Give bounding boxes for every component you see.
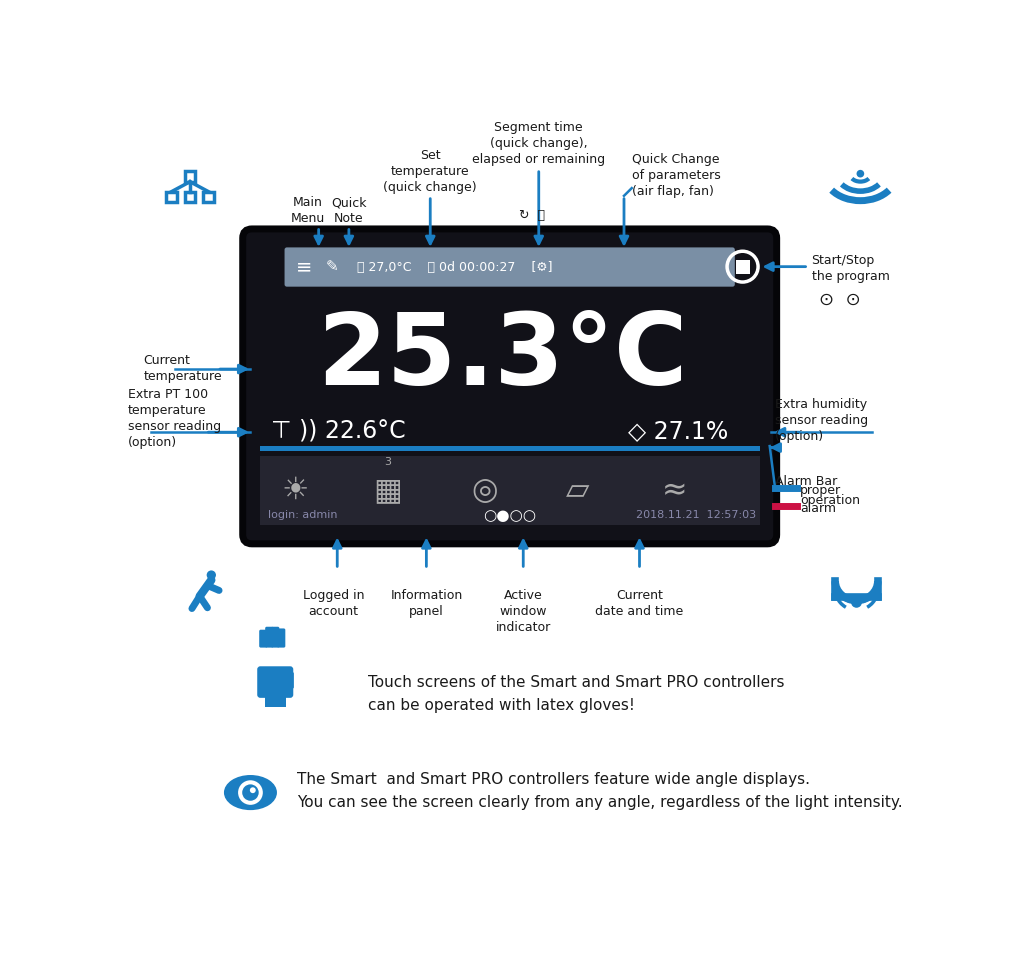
Circle shape (239, 780, 263, 805)
FancyBboxPatch shape (259, 629, 267, 648)
Text: ✎: ✎ (326, 260, 338, 275)
Text: The Smart  and Smart PRO controllers feature wide angle displays.
You can see th: The Smart and Smart PRO controllers feat… (297, 772, 902, 810)
FancyBboxPatch shape (243, 229, 776, 544)
Text: Information
panel: Information panel (390, 588, 463, 618)
Text: Alarm Bar: Alarm Bar (775, 475, 838, 489)
Text: login: admin: login: admin (267, 511, 337, 520)
Text: 25.3°C: 25.3°C (316, 309, 687, 406)
Text: alarm: alarm (800, 501, 836, 514)
Bar (184, 171, 196, 182)
Text: Segment time
(quick change),
elapsed or remaining: Segment time (quick change), elapsed or … (472, 121, 605, 166)
Text: 2018.11.21  12:57:03: 2018.11.21 12:57:03 (636, 511, 756, 520)
Text: Quick Change
of parameters
(air flap, fan): Quick Change of parameters (air flap, fa… (632, 153, 721, 198)
Circle shape (250, 787, 256, 793)
Bar (184, 192, 196, 202)
Text: ◎: ◎ (471, 476, 498, 505)
Text: ○●○○: ○●○○ (483, 508, 537, 523)
FancyBboxPatch shape (278, 628, 286, 648)
FancyBboxPatch shape (271, 627, 280, 648)
Text: Set
temperature
(quick change): Set temperature (quick change) (383, 149, 477, 194)
Text: ▦: ▦ (373, 476, 402, 505)
Bar (260, 456, 760, 525)
Text: 🌡 27,0°C    🕐 0d 00:00:27    [⚙]: 🌡 27,0°C 🕐 0d 00:00:27 [⚙] (356, 261, 552, 274)
Circle shape (851, 597, 862, 607)
Text: operation: operation (800, 493, 860, 507)
Text: Touch screens of the Smart and Smart PRO controllers
can be operated with latex : Touch screens of the Smart and Smart PRO… (369, 675, 784, 713)
Bar (204, 192, 214, 202)
Text: Logged in
account: Logged in account (303, 588, 365, 618)
Text: proper: proper (800, 484, 841, 497)
Text: 3: 3 (384, 457, 391, 468)
Bar (735, 260, 750, 274)
Text: ⊤ )) 22.6°C: ⊤ )) 22.6°C (271, 419, 406, 443)
Text: Current
date and time: Current date and time (595, 588, 684, 618)
Text: ⊙  ⊙: ⊙ ⊙ (819, 291, 861, 308)
Text: ☀: ☀ (281, 476, 308, 505)
FancyBboxPatch shape (286, 673, 294, 689)
Text: ◇ 27.1%: ◇ 27.1% (629, 419, 729, 443)
Text: Extra PT 100
temperature
sensor reading
(option): Extra PT 100 temperature sensor reading … (128, 388, 221, 449)
Bar (264, 693, 286, 707)
FancyBboxPatch shape (257, 666, 293, 697)
Ellipse shape (224, 775, 276, 810)
Text: Quick
Note: Quick Note (331, 196, 367, 225)
Text: Active
window
indicator: Active window indicator (496, 588, 551, 633)
Circle shape (856, 170, 864, 177)
Text: Main
Menu: Main Menu (291, 196, 325, 225)
Text: ↻  🕐: ↻ 🕐 (519, 209, 546, 221)
Circle shape (207, 570, 216, 580)
Text: Extra humidity
sensor reading
(option): Extra humidity sensor reading (option) (775, 399, 868, 444)
Text: ≡: ≡ (296, 258, 312, 277)
FancyBboxPatch shape (265, 627, 273, 648)
Text: Start/Stop
the program: Start/Stop the program (812, 254, 890, 283)
Circle shape (243, 785, 259, 801)
FancyBboxPatch shape (285, 247, 735, 286)
Text: ≈: ≈ (662, 476, 687, 505)
Bar (166, 192, 176, 202)
Text: ▱: ▱ (565, 476, 589, 505)
Bar (260, 446, 760, 451)
Text: Current
temperature: Current temperature (143, 354, 222, 382)
